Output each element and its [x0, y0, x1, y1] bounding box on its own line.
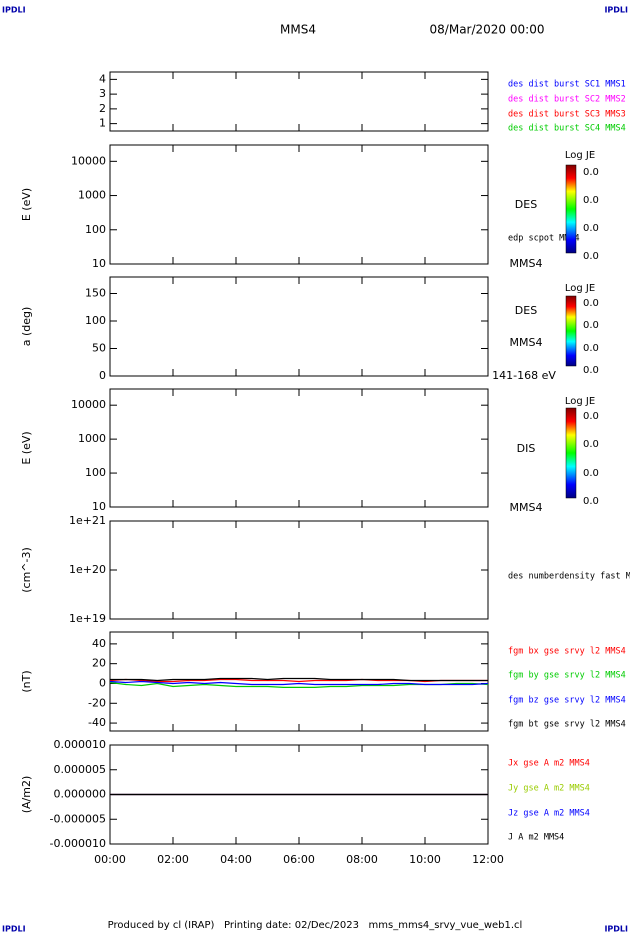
legend-entry: fgm bx gse srvy l2 MMS4 [508, 647, 626, 657]
y-tick-label: 40 [92, 637, 106, 650]
y-axis-label: (nT) [20, 670, 33, 692]
footer: Produced by cl (IRAP) Printing date: 02/… [108, 920, 523, 931]
x-tick-label: 04:00 [220, 853, 252, 866]
colorbar-tick-label: 0.0 [583, 468, 599, 479]
colorbar-tick-label: 0.0 [583, 343, 599, 354]
y-tick-label: 1e+20 [69, 563, 106, 576]
colorbar [565, 164, 577, 254]
annotation: DES [515, 198, 537, 211]
colorbar-tick-label: 0.0 [583, 439, 599, 450]
y-axis-label: E (eV) [20, 431, 33, 464]
x-tick-label: 06:00 [283, 853, 315, 866]
colorbar [565, 407, 577, 499]
legend-entry: Jz gse A m2 MMS4 [508, 809, 590, 819]
legend-entry: des dist burst SC3 MMS3 [508, 110, 626, 120]
colorbar-tick-label: 0.0 [583, 365, 599, 376]
annotation: DES [515, 304, 537, 317]
colorbar-label: Log JE [565, 150, 595, 161]
y-tick-label: 4 [99, 72, 106, 85]
annotation: 141-168 eV [492, 369, 556, 382]
legend-entry: fgm bz gse srvy l2 MMS4 [508, 696, 626, 706]
colorbar-label: Log JE [565, 283, 595, 294]
y-tick-label: 1000 [78, 189, 106, 202]
legend-entry: des dist burst SC2 MMS2 [508, 95, 626, 105]
x-tick-label: 00:00 [94, 853, 126, 866]
x-tick-label: 08:00 [346, 853, 378, 866]
legend-entry: fgm bt gse srvy l2 MMS4 [508, 720, 626, 730]
y-tick-label: 1 [99, 117, 106, 130]
y-tick-label: -0.000005 [50, 812, 106, 825]
colorbar-tick-label: 0.0 [583, 411, 599, 422]
legend-entry: des dist burst SC4 MMS4 [508, 124, 626, 134]
y-tick-label: 3 [99, 87, 106, 100]
x-tick-label: 12:00 [472, 853, 504, 866]
x-tick-label: 10:00 [409, 853, 441, 866]
y-tick-label: 0.000000 [54, 788, 107, 801]
colorbar-tick-label: 0.0 [583, 223, 599, 234]
legend-entry: Jy gse A m2 MMS4 [508, 784, 590, 794]
spacecraft: MMS4 [280, 23, 316, 37]
colorbar-tick-label: 0.0 [583, 195, 599, 206]
panel-frame [109, 276, 489, 377]
annotation: MMS4 [510, 501, 543, 514]
y-tick-label: -0.000010 [50, 837, 106, 850]
y-tick-label: 100 [85, 314, 106, 327]
y-tick-label: 10000 [71, 398, 106, 411]
annotation: MMS4 [510, 257, 543, 270]
y-tick-label: 150 [85, 287, 106, 300]
legend-entry: fgm by gse srvy l2 MMS4 [508, 671, 626, 681]
y-tick-label: 2 [99, 102, 106, 115]
colorbar-label: Log JE [565, 396, 595, 407]
logo: IPDLI [2, 6, 26, 15]
y-axis-label: (cm^-3) [20, 547, 33, 593]
y-tick-label: 0 [99, 676, 106, 689]
data-line [110, 677, 488, 682]
y-tick-label: 0.000010 [54, 738, 107, 751]
y-axis-label: (A/m2) [20, 776, 33, 814]
y-axis-label: a (deg) [20, 307, 33, 347]
legend-entry: J A m2 MMS4 [508, 833, 564, 843]
colorbar-tick-label: 0.0 [583, 496, 599, 507]
logo: IPDLI [604, 925, 628, 934]
data-line [109, 678, 488, 683]
panel-frame [109, 144, 489, 265]
colorbar-tick-label: 0.0 [583, 298, 599, 309]
y-tick-label: 10000 [71, 154, 106, 167]
date: 08/Mar/2020 00:00 [430, 23, 545, 37]
y-tick-label: -40 [88, 716, 106, 729]
colorbar-tick-label: 0.0 [583, 251, 599, 262]
y-tick-label: 50 [92, 342, 106, 355]
y-tick-label: 1e+21 [69, 514, 106, 527]
legend-entry: des numberdensity fast M [508, 572, 630, 582]
y-tick-label: 10 [92, 257, 106, 270]
data-line [109, 680, 489, 686]
panel-frame [109, 388, 489, 508]
y-tick-label: 1000 [78, 432, 106, 445]
y-tick-label: 0.000005 [54, 763, 107, 776]
legend-entry: des dist burst SC1 MMS1 [508, 80, 626, 90]
colorbar-tick-label: 0.0 [583, 167, 599, 178]
y-tick-label: 100 [85, 466, 106, 479]
logo: IPDLI [604, 6, 628, 15]
logo: IPDLI [2, 925, 26, 934]
colorbar [565, 295, 577, 367]
y-axis-label: E (eV) [20, 188, 33, 221]
y-tick-label: 100 [85, 223, 106, 236]
legend-entry: Jx gse A m2 MMS4 [508, 759, 590, 769]
panel-frame [109, 520, 489, 620]
panel-frame [109, 71, 489, 132]
y-tick-label: 20 [92, 657, 106, 670]
annotation: DIS [517, 442, 536, 455]
x-tick-label: 02:00 [157, 853, 189, 866]
annotation: edp scpot MMS4 [508, 234, 580, 244]
y-tick-label: 1e+19 [69, 612, 106, 625]
y-tick-label: 10 [92, 500, 106, 513]
annotation: MMS4 [510, 336, 543, 349]
y-tick-label: 0 [99, 369, 106, 382]
colorbar-tick-label: 0.0 [583, 320, 599, 331]
y-tick-label: -20 [88, 696, 106, 709]
